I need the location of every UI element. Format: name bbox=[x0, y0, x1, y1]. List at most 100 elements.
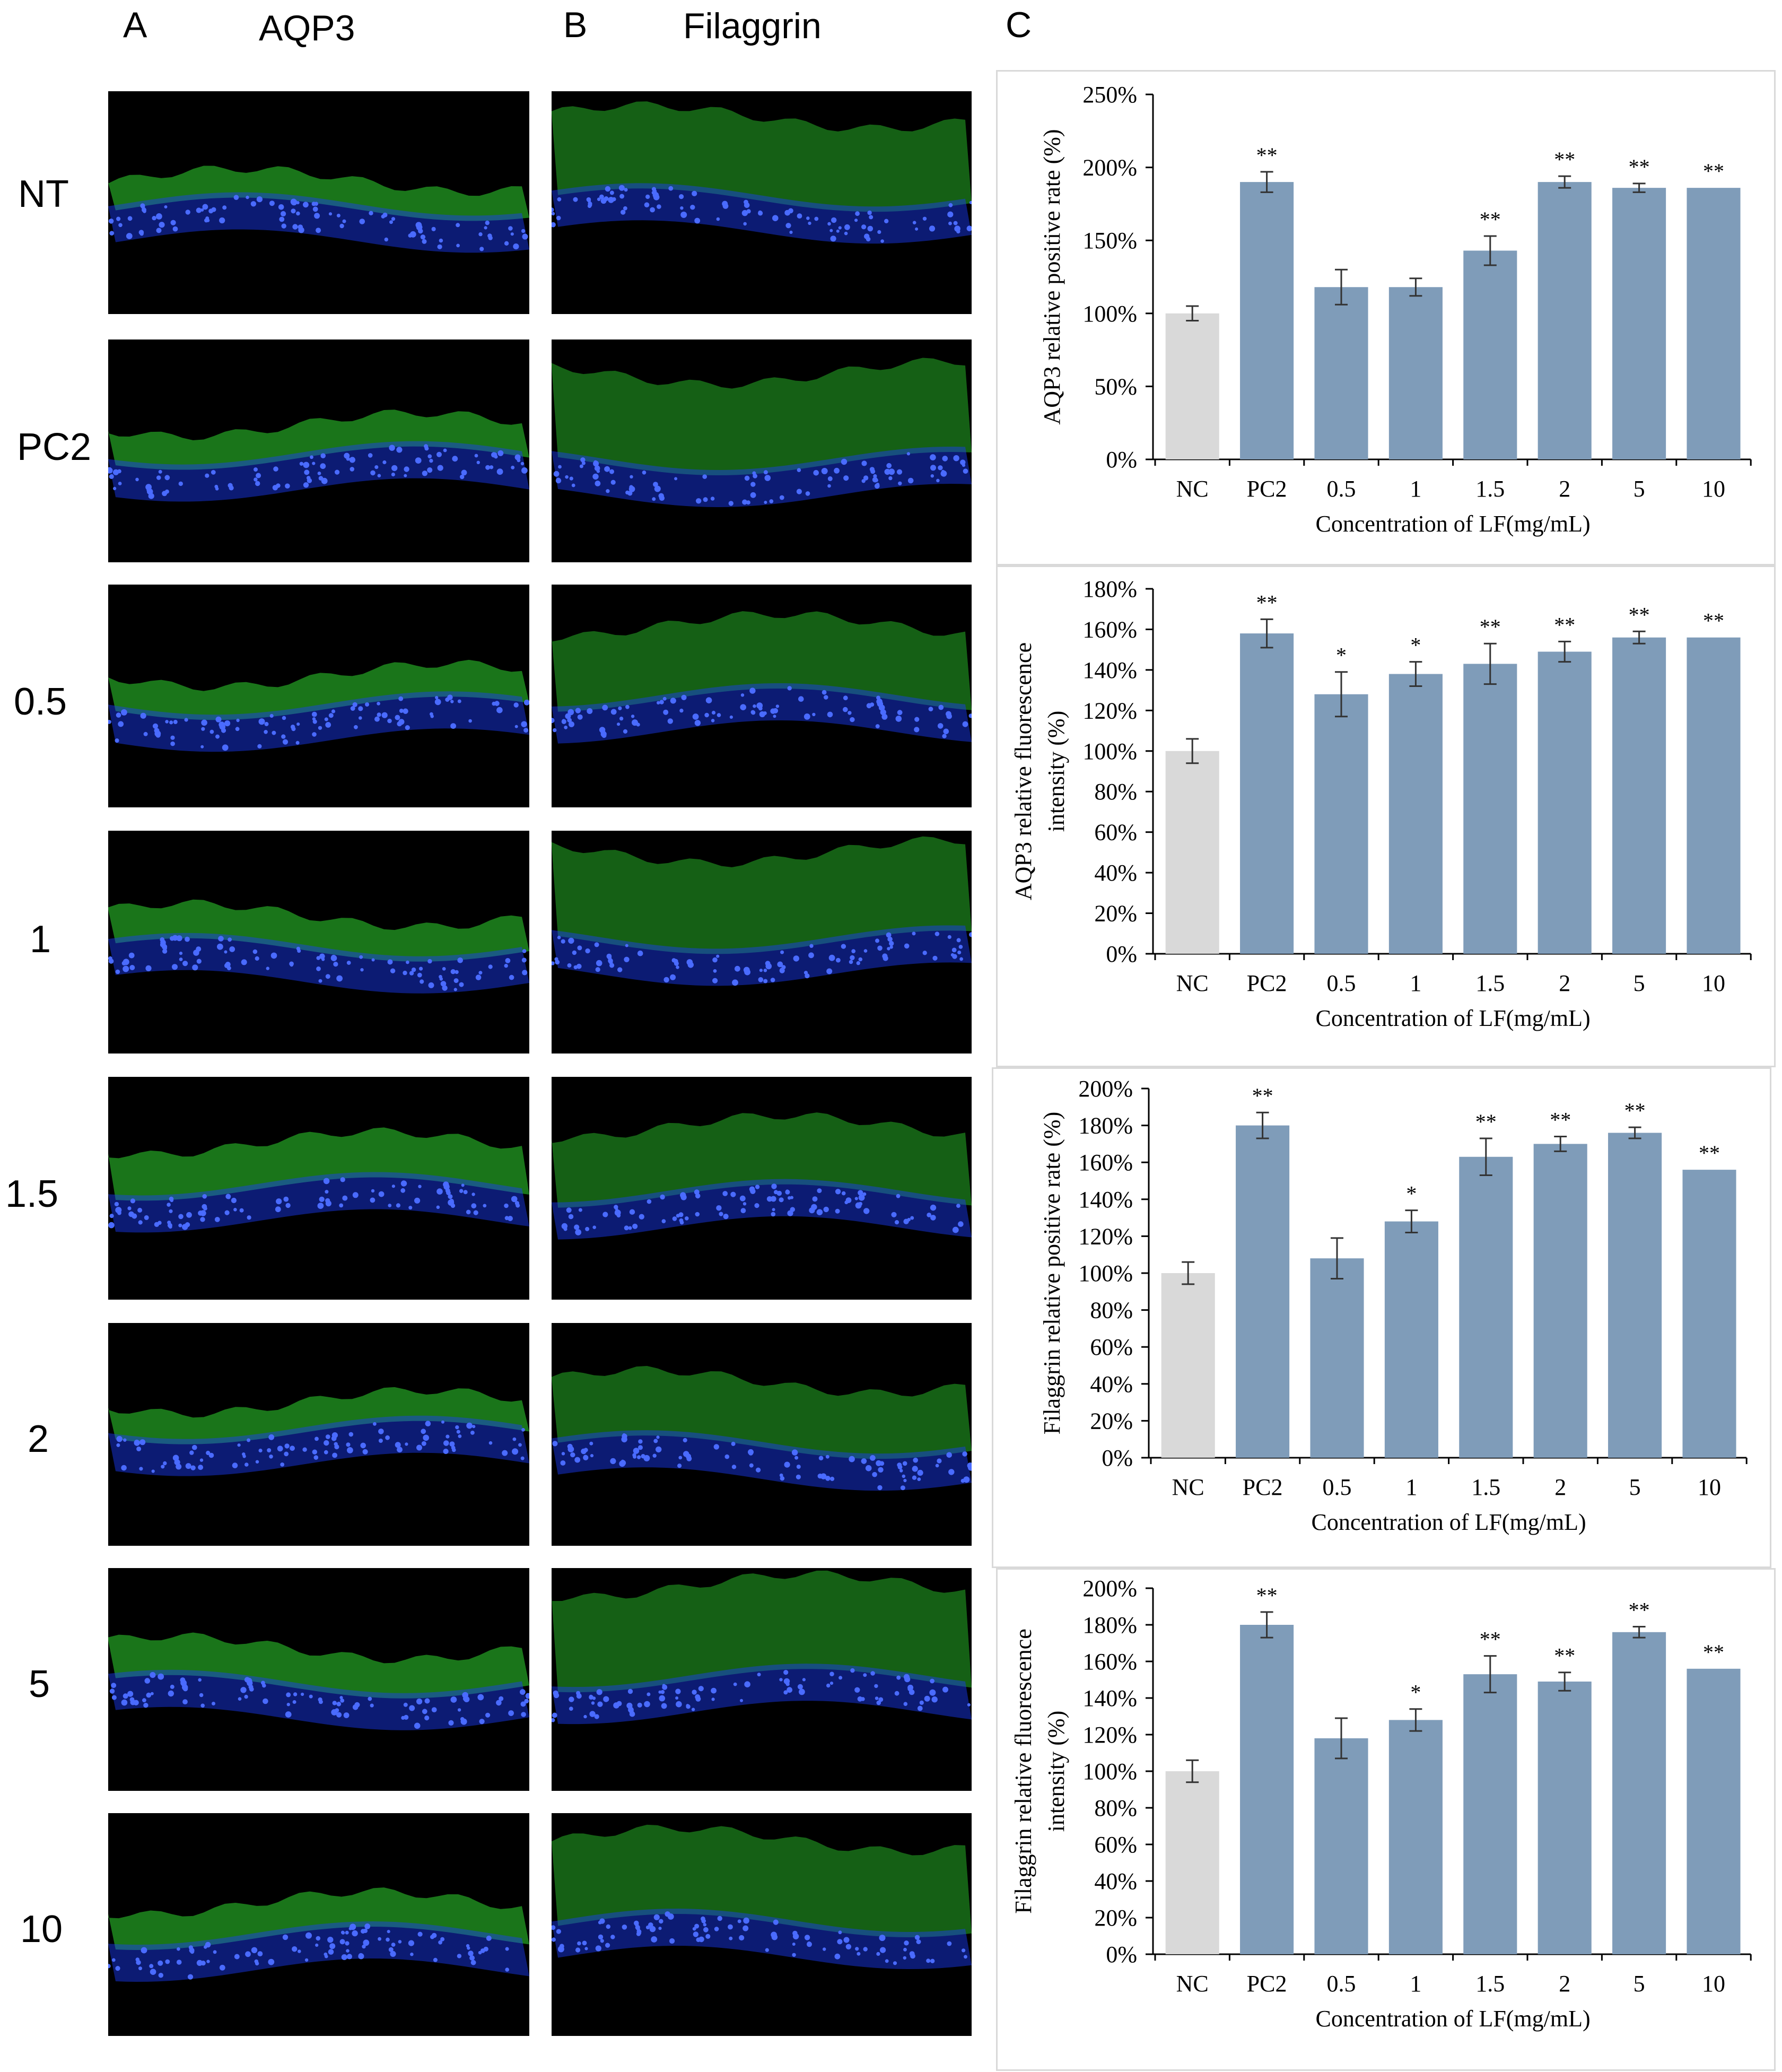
chart-3-bar bbox=[1236, 1125, 1290, 1458]
row-label-nt: NT bbox=[18, 173, 69, 215]
chart-4-x-axis-label: Concentration of LF(mg/mL) bbox=[1316, 2006, 1591, 2032]
chart-2-x-axis-label: Concentration of LF(mg/mL) bbox=[1316, 1005, 1591, 1031]
chart-2-x-tick-label: 1 bbox=[1410, 970, 1421, 996]
chart-4-y-tick-label: 100% bbox=[1082, 1758, 1137, 1784]
chart-3-significance-label: ** bbox=[1699, 1141, 1720, 1165]
chart-2-bar bbox=[1538, 651, 1592, 954]
chart-3-bar bbox=[1161, 1273, 1215, 1458]
chart-2-bar bbox=[1388, 674, 1443, 954]
chart-4-significance-label: ** bbox=[1629, 1598, 1650, 1622]
chart-1-y-axis-label: AQP3 relative positive rate (%) bbox=[1039, 129, 1065, 424]
chart-4-significance-label: ** bbox=[1480, 1627, 1501, 1651]
chart-3-y-tick-label: 40% bbox=[1090, 1371, 1133, 1397]
panel-letter-c: C bbox=[1006, 5, 1032, 45]
chart-2-bar bbox=[1314, 694, 1368, 954]
chart-4-x-tick-label: 2 bbox=[1559, 1971, 1570, 1997]
chart-4-significance-label: * bbox=[1410, 1681, 1421, 1704]
chart-3-x-tick-label: NC bbox=[1172, 1474, 1204, 1500]
chart-2-significance-label: ** bbox=[1629, 603, 1650, 626]
chart-2-x-tick-label: 2 bbox=[1559, 970, 1570, 996]
chart-1-bar bbox=[1463, 250, 1517, 459]
row-label-10: 10 bbox=[20, 1908, 63, 1951]
chart-2-significance-label: * bbox=[1336, 643, 1347, 667]
micrograph-aqp3-7 bbox=[108, 1568, 529, 1791]
row-label-2: 2 bbox=[28, 1418, 49, 1460]
chart-3-x-tick-label: 2 bbox=[1554, 1474, 1566, 1500]
chart-4-y-tick-label: 180% bbox=[1082, 1612, 1137, 1638]
chart-1-x-tick-label: PC2 bbox=[1247, 476, 1287, 502]
chart-1-bar bbox=[1687, 188, 1741, 459]
chart-1-significance-label: ** bbox=[1256, 143, 1278, 167]
chart-1-y-tick-label: 100% bbox=[1082, 301, 1137, 327]
chart-3-x-tick-label: 1.5 bbox=[1471, 1474, 1500, 1500]
chart-3-y-tick-label: 120% bbox=[1078, 1223, 1133, 1249]
chart-3-significance-label: ** bbox=[1475, 1110, 1497, 1134]
chart-1-bar bbox=[1314, 287, 1368, 459]
chart-3-y-tick-label: 100% bbox=[1078, 1260, 1133, 1286]
micrograph-aqp3-5 bbox=[108, 1077, 529, 1300]
chart-2-y-tick-label: 80% bbox=[1094, 779, 1137, 805]
chart-2-y-tick-label: 160% bbox=[1082, 616, 1137, 642]
chart-4-y-tick-label: 0% bbox=[1106, 1942, 1137, 1967]
chart-4-y-tick-label: 40% bbox=[1094, 1868, 1137, 1894]
chart-3-x-tick-label: 1 bbox=[1405, 1474, 1417, 1500]
chart-2-significance-label: ** bbox=[1554, 613, 1575, 637]
micrograph-aqp3-2 bbox=[108, 339, 529, 562]
chart-1-x-tick-label: NC bbox=[1176, 476, 1209, 502]
chart-2-x-tick-label: 0.5 bbox=[1327, 970, 1356, 996]
chart-1-bar bbox=[1538, 182, 1592, 459]
chart-2-bar bbox=[1240, 633, 1294, 954]
chart-1-y-tick-label: 50% bbox=[1094, 373, 1137, 399]
chart-4-x-tick-label: 10 bbox=[1702, 1971, 1725, 1997]
chart-2-y-tick-label: 20% bbox=[1094, 901, 1137, 927]
chart-3-significance-label: * bbox=[1406, 1182, 1417, 1206]
chart-1-y-tick-label: 150% bbox=[1082, 228, 1137, 254]
chart-3-bar bbox=[1682, 1170, 1736, 1458]
chart-3-x-tick-label: 5 bbox=[1629, 1474, 1641, 1500]
chart-1-bar bbox=[1165, 313, 1219, 459]
chart-4-bar bbox=[1165, 1771, 1219, 1954]
micrograph-filaggrin-7 bbox=[552, 1568, 972, 1791]
micrograph-aqp3-4 bbox=[108, 831, 529, 1054]
chart-4-y-tick-label: 60% bbox=[1094, 1832, 1137, 1858]
chart-4-y-axis-label: Filaggrin relative fluorescence bbox=[1010, 1629, 1036, 1914]
chart-2-significance-label: * bbox=[1410, 633, 1421, 657]
chart-1-y-tick-label: 0% bbox=[1106, 447, 1137, 473]
micrograph-filaggrin-5 bbox=[552, 1077, 972, 1300]
chart-1-x-tick-label: 0.5 bbox=[1327, 476, 1356, 502]
chart-2-x-tick-label: 1.5 bbox=[1475, 970, 1505, 996]
chart-2-y-tick-label: 60% bbox=[1094, 820, 1137, 846]
row-label-1: 1 bbox=[30, 918, 51, 961]
chart-2-y-axis-label: intensity (%) bbox=[1043, 711, 1069, 832]
chart-3-y-axis-label: Filaggrin relative positive rate (%) bbox=[1039, 1112, 1065, 1434]
chart-3-x-tick-label: PC2 bbox=[1243, 1474, 1283, 1500]
chart-4-bar bbox=[1687, 1668, 1741, 1954]
chart-4-y-tick-label: 200% bbox=[1082, 1575, 1137, 1601]
chart-2-y-tick-label: 180% bbox=[1082, 576, 1137, 602]
chart-2-bar bbox=[1165, 751, 1219, 954]
chart-2-significance-label: ** bbox=[1256, 590, 1278, 614]
chart-3-y-tick-label: 20% bbox=[1090, 1408, 1133, 1434]
chart-1-bar bbox=[1388, 287, 1443, 459]
chart-2-y-tick-label: 40% bbox=[1094, 860, 1137, 886]
chart-3-y-tick-label: 180% bbox=[1078, 1113, 1133, 1139]
chart-2-significance-label: ** bbox=[1480, 615, 1501, 639]
chart-4-y-tick-label: 20% bbox=[1094, 1905, 1137, 1931]
chart-4-significance-label: ** bbox=[1256, 1583, 1278, 1607]
chart-4-x-tick-label: NC bbox=[1176, 1971, 1209, 1997]
micrograph-aqp3-3 bbox=[108, 585, 529, 807]
chart-1-x-axis-label: Concentration of LF(mg/mL) bbox=[1316, 511, 1591, 537]
chart-2-x-tick-label: 10 bbox=[1702, 970, 1725, 996]
micrograph-filaggrin-4 bbox=[552, 831, 972, 1054]
chart-4-y-tick-label: 140% bbox=[1082, 1685, 1137, 1711]
chart-4-y-tick-label: 120% bbox=[1082, 1722, 1137, 1748]
chart-2-y-tick-label: 140% bbox=[1082, 657, 1137, 683]
chart-3-y-tick-label: 60% bbox=[1090, 1334, 1133, 1360]
micrograph-filaggrin-1 bbox=[552, 91, 972, 314]
chart-3-significance-label: ** bbox=[1550, 1108, 1571, 1131]
chart-4-x-tick-label: 5 bbox=[1634, 1971, 1645, 1997]
chart-3-y-tick-label: 140% bbox=[1078, 1187, 1133, 1213]
chart-4-bar bbox=[1612, 1632, 1666, 1954]
micrograph-aqp3-6 bbox=[108, 1323, 529, 1546]
chart-2-x-tick-label: NC bbox=[1176, 970, 1209, 996]
